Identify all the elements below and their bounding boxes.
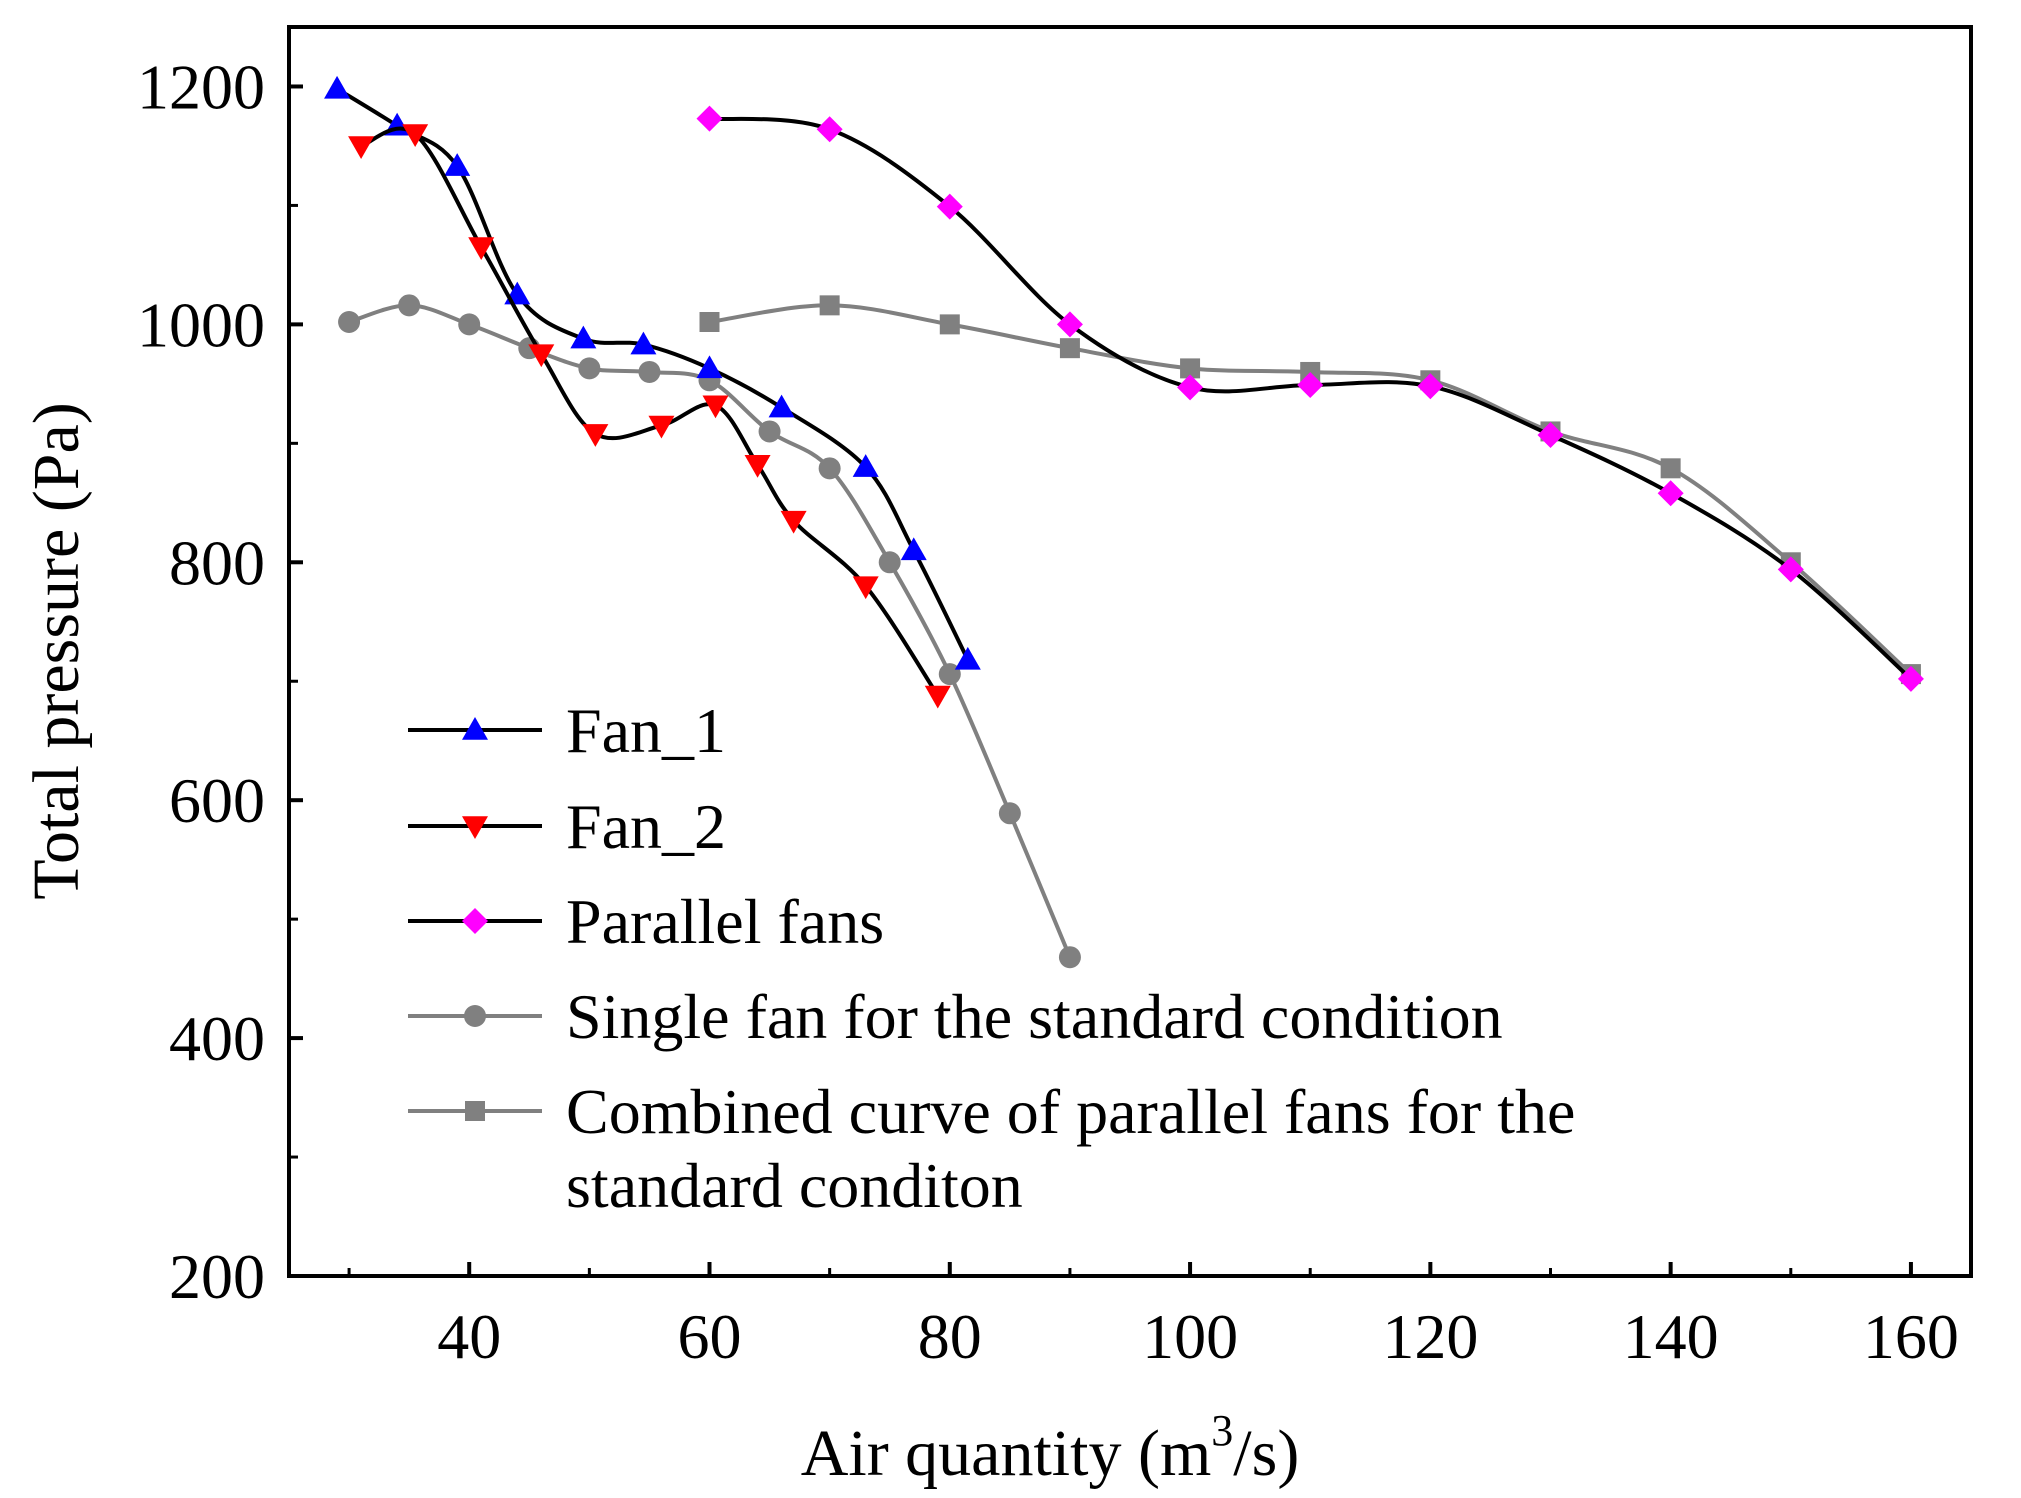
plot-frame xyxy=(287,25,1973,1278)
x-axis-title-superscript: 3 xyxy=(1211,1406,1233,1455)
series-1-point-3 xyxy=(444,153,471,176)
series-3-point-3 xyxy=(936,193,963,220)
series-5-point-2 xyxy=(819,295,840,316)
series-layer xyxy=(324,75,1924,969)
series-2 xyxy=(348,124,951,709)
series-1-point-7 xyxy=(696,355,723,379)
series-5-point-5 xyxy=(1180,358,1201,379)
series-4-point-5 xyxy=(578,357,601,380)
series-3 xyxy=(696,105,1924,692)
series-2-point-2 xyxy=(402,124,429,148)
y-tick-label-1200: 1200 xyxy=(137,51,265,122)
series-1-point-5 xyxy=(570,325,597,349)
series-3-point-8 xyxy=(1537,422,1564,449)
series-5-point-4 xyxy=(1059,338,1080,359)
series-2-point-4 xyxy=(528,344,555,368)
legend-label-4: Single fan for the standard condition xyxy=(566,981,1503,1052)
legend-item-2: Fan_2 xyxy=(408,791,726,862)
series-1-point-11 xyxy=(954,646,981,670)
x-axis-title-tail: /s) xyxy=(1233,1417,1299,1490)
y-tick-label-1000: 1000 xyxy=(137,289,265,360)
series-5-point-1 xyxy=(699,312,720,333)
series-2-point-10 xyxy=(852,576,879,600)
legend-label-1: Fan_1 xyxy=(566,695,726,766)
series-3-point-2 xyxy=(816,116,843,143)
x-tick-label-160: 160 xyxy=(1863,1301,1959,1372)
legend-item-3: Parallel fans xyxy=(408,886,884,957)
x-axis-title: Air quantity (m3/s) xyxy=(801,1406,1300,1490)
x-axis-title-base: Air quantity (m xyxy=(801,1417,1212,1490)
x-tick-label-40: 40 xyxy=(437,1301,501,1372)
series-4-point-8 xyxy=(758,420,781,443)
x-tick-label-120: 120 xyxy=(1382,1301,1478,1372)
series-2-point-5 xyxy=(582,424,609,447)
legend-item-1: Fan_1 xyxy=(408,695,726,766)
series-4-point-10 xyxy=(878,551,901,574)
legend-marker-3 xyxy=(462,908,488,934)
legend-label-2: Fan_2 xyxy=(566,791,726,862)
legend-marker-1 xyxy=(462,717,488,740)
series-2-point-7 xyxy=(702,395,729,419)
series-1-point-1 xyxy=(324,75,351,99)
y-tick-label-200: 200 xyxy=(169,1241,265,1312)
series-1-point-9 xyxy=(852,454,879,477)
y-tick-label-600: 600 xyxy=(169,765,265,836)
series-2-point-6 xyxy=(648,415,675,439)
legend-marker-2 xyxy=(462,816,488,839)
x-tick-label-60: 60 xyxy=(678,1301,742,1372)
legend-label-5-continued: standard conditon xyxy=(566,1150,1023,1221)
series-4-point-9 xyxy=(818,457,841,480)
series-5-point-9 xyxy=(1660,458,1681,479)
legend-item-5: Combined curve of parallel fans for the xyxy=(408,1076,1575,1147)
legend-item-4: Single fan for the standard condition xyxy=(408,981,1503,1052)
series-4-point-3 xyxy=(458,313,481,336)
series-1-point-8 xyxy=(768,394,795,418)
legend-label-5: Combined curve of parallel fans for the xyxy=(566,1076,1575,1147)
x-tick-label-140: 140 xyxy=(1623,1301,1719,1372)
series-4 xyxy=(338,294,1081,969)
series-2-point-8 xyxy=(744,454,771,478)
series-2-point-11 xyxy=(924,685,951,709)
series-3-point-9 xyxy=(1657,480,1684,507)
series-3-point-10 xyxy=(1777,556,1804,583)
x-tick-label-80: 80 xyxy=(918,1301,982,1372)
series-3-point-5 xyxy=(1177,374,1204,401)
legend-marker-5 xyxy=(465,1101,485,1121)
series-2-point-1 xyxy=(348,136,375,159)
legend-marker-4 xyxy=(464,1005,486,1027)
series-3-point-11 xyxy=(1897,665,1924,692)
series-2-point-9 xyxy=(780,510,807,534)
series-4-point-13 xyxy=(1058,946,1081,969)
series-2-point-3 xyxy=(468,237,495,261)
series-3-point-7 xyxy=(1417,373,1444,400)
series-1-point-10 xyxy=(900,537,927,561)
x-tick-label-100: 100 xyxy=(1142,1301,1238,1372)
legend: Fan_1 Fan_2 Parallel fans Single fan for th… xyxy=(408,695,1575,1221)
series-3-point-6 xyxy=(1297,372,1324,399)
y-tick-label-800: 800 xyxy=(169,527,265,598)
series-4-point-6 xyxy=(638,360,661,383)
series-5-point-3 xyxy=(939,314,960,335)
y-tick-label-400: 400 xyxy=(169,1003,265,1074)
series-3-point-4 xyxy=(1056,311,1083,338)
series-5-point-6 xyxy=(1300,361,1321,382)
series-4-point-11 xyxy=(938,663,961,686)
tick-layer: 40 60 80 100 120 140 160 200 400 600 800 1000 1200 xyxy=(137,51,1959,1372)
series-1-point-6 xyxy=(630,331,657,355)
legend-label-3: Parallel fans xyxy=(566,886,884,957)
series-4-point-12 xyxy=(998,802,1021,825)
series-4-point-2 xyxy=(398,294,421,317)
y-axis-title: Total pressure (Pa) xyxy=(20,402,93,900)
series-4-point-1 xyxy=(338,311,361,334)
series-3-point-1 xyxy=(696,105,723,132)
